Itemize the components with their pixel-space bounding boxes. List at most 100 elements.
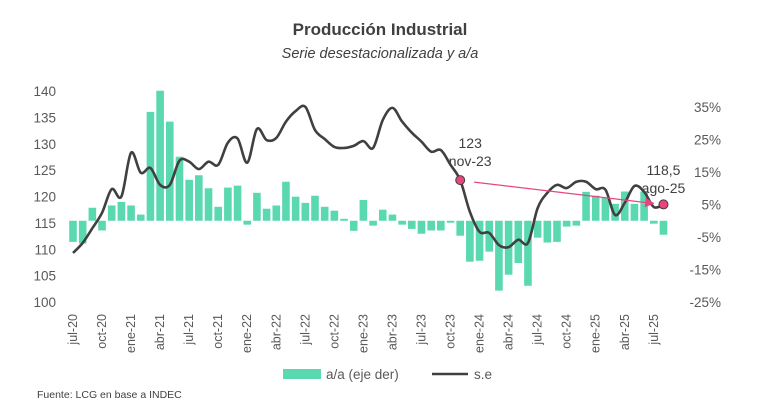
bar-ago-24 (543, 220, 552, 243)
left-axis-tick-label: 140 (33, 84, 56, 99)
x-axis-tick-label: abr-23 (385, 314, 399, 350)
annotation-point-ago-25 (658, 199, 669, 210)
legend-swatch-bar (283, 369, 321, 379)
bar-ene-25 (591, 195, 600, 221)
annotation-value-label: 118,5 (646, 162, 680, 178)
x-axis-tick-label: ene-23 (356, 314, 370, 353)
line-series-se (72, 104, 664, 254)
bar-mar-21 (146, 111, 155, 221)
x-axis-tick-label: jul-21 (182, 314, 196, 346)
bar-may-21 (166, 121, 174, 221)
bar-ene-24 (475, 220, 484, 261)
bar-oct-22 (330, 210, 339, 221)
bar-feb-21 (136, 214, 145, 221)
bar-abr-22 (272, 205, 281, 221)
bar-feb-25 (601, 198, 610, 221)
bar-nov-20 (107, 205, 116, 221)
x-axis-tick-label: jul-20 (66, 314, 80, 346)
source-note: Fuente: LCG en base a INDEC (37, 389, 182, 401)
legend-label-bar: a/a (eje der) (326, 367, 399, 382)
right-axis-tick-label: 35% (694, 100, 721, 115)
bar-ago-22 (311, 195, 319, 221)
bar-sep-23 (437, 220, 445, 231)
bar-dic-20 (117, 201, 126, 221)
bar-jun-24 (524, 220, 532, 286)
bar-dic-22 (349, 220, 358, 231)
left-axis-tick-label: 115 (34, 216, 56, 231)
bar-ene-23 (359, 199, 368, 221)
x-axis-tick-label: jul-23 (414, 314, 428, 346)
annotation-date-label: nov-23 (449, 153, 492, 169)
left-axis-tick-label: 100 (33, 295, 56, 310)
x-axis-tick-label: ene-24 (473, 314, 487, 353)
bar-jun-22 (291, 196, 300, 221)
x-axis-tick-label: oct-22 (327, 314, 341, 349)
left-axis-tick-label: 130 (33, 137, 56, 152)
x-axis-tick-label: ene-21 (124, 314, 138, 353)
bar-dic-23 (466, 220, 474, 262)
x-axis-tick-label: jul-25 (647, 314, 661, 346)
bar-may-22 (282, 181, 290, 221)
bar-ago-20 (78, 220, 87, 244)
left-axis-tick-label: 135 (33, 110, 56, 125)
legend-label-line: s.e (474, 367, 492, 382)
x-axis-tick-label: oct-23 (444, 314, 458, 349)
x-axis-tick-label: ene-22 (240, 314, 254, 353)
x-axis-tick-label: jul-24 (531, 314, 545, 346)
bar-feb-23 (369, 220, 377, 226)
bar-mar-23 (378, 209, 387, 221)
right-axis-tick-label: -5% (697, 230, 721, 245)
bar-nov-23 (456, 220, 464, 236)
bar-sep-21 (204, 188, 213, 221)
left-axis-tick-label: 120 (33, 190, 56, 205)
chart-title: Producción Industrial (292, 20, 468, 39)
right-axis-tick-label: 5% (701, 198, 721, 213)
bar-jul-23 (417, 220, 426, 234)
bar-dic-24 (582, 191, 590, 221)
bar-sep-22 (320, 206, 329, 221)
bar-oct-23 (446, 220, 455, 223)
chart-subtitle: Serie desestacionalizada y a/a (281, 46, 479, 62)
bar-mar-25 (611, 203, 619, 221)
bar-feb-24 (485, 220, 494, 252)
bar-nov-21 (224, 187, 232, 221)
bar-jul-21 (185, 179, 193, 221)
left-axis-tick-label: 105 (33, 269, 56, 284)
bar-abr-25 (620, 191, 629, 221)
bar-dic-21 (233, 185, 242, 221)
annotation-point-nov-23 (455, 175, 466, 186)
bar-abr-23 (388, 214, 397, 221)
bar-may-24 (514, 220, 523, 263)
right-axis-tick-label: 15% (694, 165, 721, 180)
bar-ago-25 (659, 220, 668, 235)
bar-abr-21 (156, 90, 164, 221)
x-axis-tick-label: abr-21 (153, 314, 167, 350)
bar-jul-22 (301, 202, 310, 221)
bar-oct-20 (98, 220, 106, 231)
right-axis-tick-label: -15% (689, 263, 721, 278)
annotation-date-label: ago-25 (642, 180, 686, 196)
annotation-value-label: 123 (459, 135, 483, 151)
bar-mar-22 (262, 208, 271, 221)
bar-jul-24 (533, 220, 542, 238)
x-axis-tick-label: ene-25 (589, 314, 603, 353)
x-axis-tick-label: oct-20 (95, 314, 109, 349)
x-axis-tick-label: jul-22 (298, 314, 312, 346)
bar-oct-21 (214, 206, 222, 221)
bar-jul-25 (650, 220, 658, 224)
bar-jun-25 (640, 191, 648, 221)
bar-jun-23 (408, 220, 416, 229)
bar-nov-24 (572, 220, 581, 226)
bar-ago-23 (427, 220, 435, 231)
x-axis-tick-label: abr-22 (269, 314, 283, 350)
bar-ene-22 (243, 220, 252, 225)
left-axis-tick-label: 125 (33, 163, 56, 178)
bar-nov-22 (340, 218, 348, 221)
bar-mar-24 (495, 220, 503, 291)
x-axis-tick-label: abr-24 (502, 314, 516, 350)
bar-may-23 (398, 220, 406, 225)
bar-oct-24 (562, 220, 571, 227)
bar-ago-21 (195, 175, 203, 221)
bar-sep-20 (88, 207, 97, 221)
